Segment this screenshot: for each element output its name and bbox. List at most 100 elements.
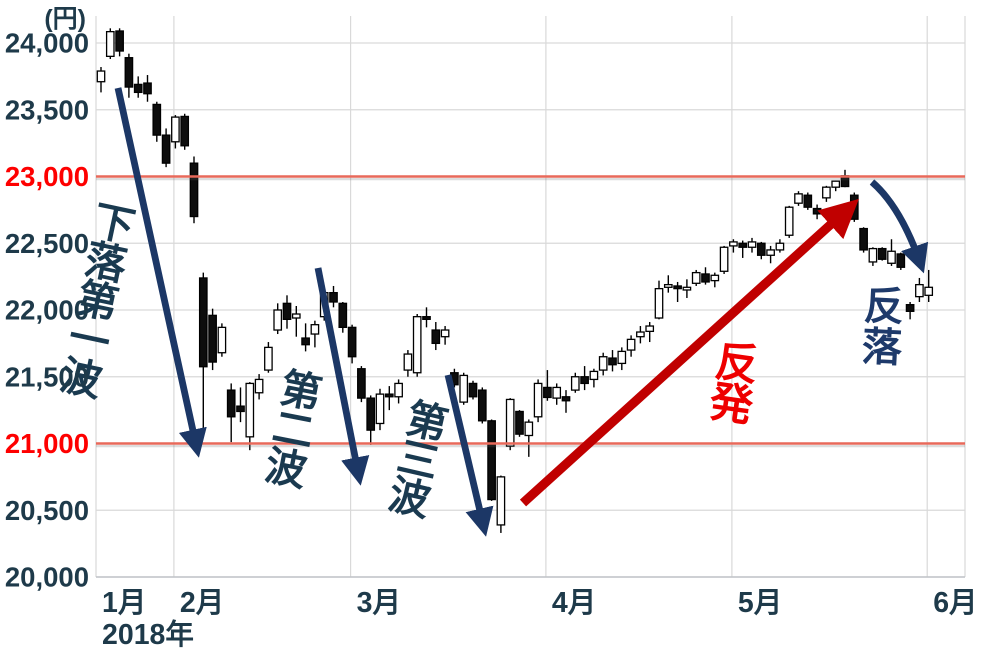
annotation-char: 反 (712, 337, 761, 391)
candle-body-up (710, 274, 720, 282)
candle (347, 324, 357, 364)
candle (375, 388, 385, 431)
candle (161, 128, 171, 168)
candle (859, 227, 868, 253)
candle (812, 204, 822, 220)
candle-body-up (291, 313, 301, 319)
candle-body-down (236, 405, 245, 413)
annotation-char: 反 (863, 284, 905, 330)
candle (617, 347, 627, 371)
annotation-char: 一 (65, 313, 115, 367)
candle-body-up (691, 271, 701, 284)
trend-arrow (444, 374, 494, 537)
candle (915, 277, 924, 302)
candle (747, 237, 757, 253)
x-axis-year-label: 2018年 (102, 618, 194, 650)
trend-arrow (519, 198, 859, 507)
trend-arrow (114, 87, 207, 458)
candle-body-up (105, 31, 115, 58)
candle-body-up (822, 186, 831, 199)
x-tick-label: 5月 (738, 587, 782, 619)
candle-body-up (626, 338, 636, 351)
annotation-char: 二 (269, 403, 318, 456)
x-tick-label: 3月 (357, 587, 401, 619)
candle (282, 295, 292, 329)
candle-body-down (357, 368, 366, 399)
candle (673, 281, 682, 302)
candle-body-down (543, 386, 552, 399)
candle-body-up (719, 246, 729, 272)
candle-body-up (868, 247, 878, 263)
candle-body-up (412, 316, 422, 374)
candle-body-up (440, 329, 450, 338)
candle-body-down (580, 376, 589, 385)
annotation-text: 反発 (707, 337, 762, 432)
candle-body-up (403, 353, 413, 371)
annotation-text: 反落 (861, 284, 905, 371)
candle (868, 247, 878, 266)
candle (784, 205, 794, 238)
candle-body-up (831, 180, 841, 188)
candle (171, 115, 180, 149)
candle (357, 366, 366, 403)
candle-body-up (171, 116, 180, 143)
candle (654, 280, 664, 320)
candle (264, 342, 273, 373)
candle-body-up (310, 324, 320, 335)
candle (682, 279, 692, 298)
candle (133, 76, 143, 98)
candle-body-down (198, 277, 208, 368)
candle (124, 53, 134, 98)
grid-lines (95, 16, 966, 578)
candle (431, 322, 441, 351)
candle-body-up (794, 193, 803, 204)
candle (226, 383, 236, 443)
candle (822, 185, 831, 202)
y-tick-label: 24,000 (5, 28, 89, 59)
candle (422, 307, 431, 328)
candle (403, 350, 413, 377)
candle-body-up (645, 325, 655, 333)
y-axis-labels: 24,000 23,500 23,000 22,500 22,000 21,500 21,0… (5, 5, 89, 593)
candle-body-down (673, 285, 682, 290)
trend-arrow (314, 267, 370, 486)
candle (663, 275, 673, 293)
candle (515, 410, 524, 437)
y-tick-label: 21,500 (5, 361, 89, 392)
candle (208, 308, 217, 371)
candle (561, 390, 571, 413)
annotation-char: 下 (89, 197, 139, 251)
annotation-char: 波 (56, 352, 106, 406)
candles (96, 28, 934, 533)
candle (505, 398, 515, 451)
candle (598, 352, 608, 376)
annotation-text: 第三波 (384, 395, 452, 525)
annotation-char: 落 (861, 325, 904, 371)
candle-body-up (617, 350, 627, 365)
candle (254, 374, 264, 400)
y-tick-label: 22,500 (5, 228, 89, 259)
candle (152, 101, 162, 142)
annotation-char: 発 (707, 378, 757, 432)
candle (877, 247, 887, 261)
candle-body-up (915, 283, 924, 298)
candle-body-up (766, 249, 775, 256)
candle (831, 180, 841, 192)
trend-arrow (869, 179, 929, 274)
y-tick-label: 22,000 (5, 295, 89, 326)
candle-body-up (524, 421, 534, 437)
candle-body-down (301, 337, 310, 346)
candle-body-down (329, 291, 338, 303)
candle (366, 395, 376, 445)
candle (887, 239, 896, 266)
annotation-text: 第二波 (261, 365, 325, 496)
candle (440, 326, 450, 345)
candle (645, 322, 655, 343)
candle-body-up (775, 242, 785, 251)
candle-body-up (375, 393, 385, 425)
candle-body-up (273, 309, 283, 331)
candle-body-down (431, 329, 441, 345)
